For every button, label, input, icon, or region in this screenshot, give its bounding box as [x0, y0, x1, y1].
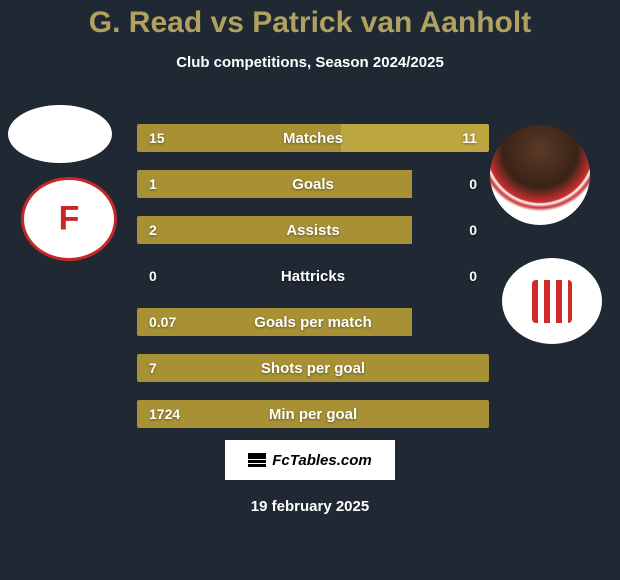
stat-bar-spacer: [412, 170, 489, 198]
stat-row: Goals10: [137, 170, 489, 198]
player1-club-badge: [21, 177, 117, 261]
stat-row: Goals per match0.07: [137, 308, 489, 336]
stat-bar-bg: [137, 170, 489, 198]
stats-table: Matches1511 Goals10 Assists20 Hattricks00 Go…: [137, 124, 489, 446]
stat-bar-bg: [137, 262, 489, 290]
stat-bar-left: [137, 308, 412, 336]
brand-box: FcTables.com: [225, 440, 395, 480]
stat-bar-spacer: [412, 308, 489, 336]
stat-row: Assists20: [137, 216, 489, 244]
stat-bar-bg: [137, 216, 489, 244]
stat-bar-spacer: [412, 216, 489, 244]
stat-bar-left: [137, 170, 412, 198]
vs-label: vs: [211, 6, 244, 39]
player2-photo: [490, 125, 590, 225]
player1-photo: [8, 105, 112, 163]
stat-bar-spacer: [137, 262, 489, 290]
subtitle: Club competitions, Season 2024/2025: [0, 54, 620, 71]
date-label: 19 february 2025: [0, 498, 620, 515]
stat-row: Matches1511: [137, 124, 489, 152]
comparison-card: G. Read vs Patrick van Aanholt Club comp…: [0, 0, 620, 580]
brand-bars-icon: [248, 453, 266, 467]
player2-name: Patrick van Aanholt: [252, 6, 531, 39]
stat-bar-bg: [137, 308, 489, 336]
page-title: G. Read vs Patrick van Aanholt: [0, 6, 620, 40]
stat-bar-bg: [137, 400, 489, 428]
stat-bar-left: [137, 216, 412, 244]
stat-bar-left: [137, 354, 489, 382]
player2-club-badge: [502, 258, 602, 344]
stat-bar-right: [341, 124, 489, 152]
stat-row: Min per goal1724: [137, 400, 489, 428]
stat-bar-left: [137, 124, 341, 152]
stat-row: Shots per goal7: [137, 354, 489, 382]
brand-label: FcTables.com: [272, 452, 371, 469]
stat-bar-bg: [137, 124, 489, 152]
stat-bar-bg: [137, 354, 489, 382]
player1-name: G. Read: [89, 6, 202, 39]
stat-bar-left: [137, 400, 489, 428]
stat-row: Hattricks00: [137, 262, 489, 290]
